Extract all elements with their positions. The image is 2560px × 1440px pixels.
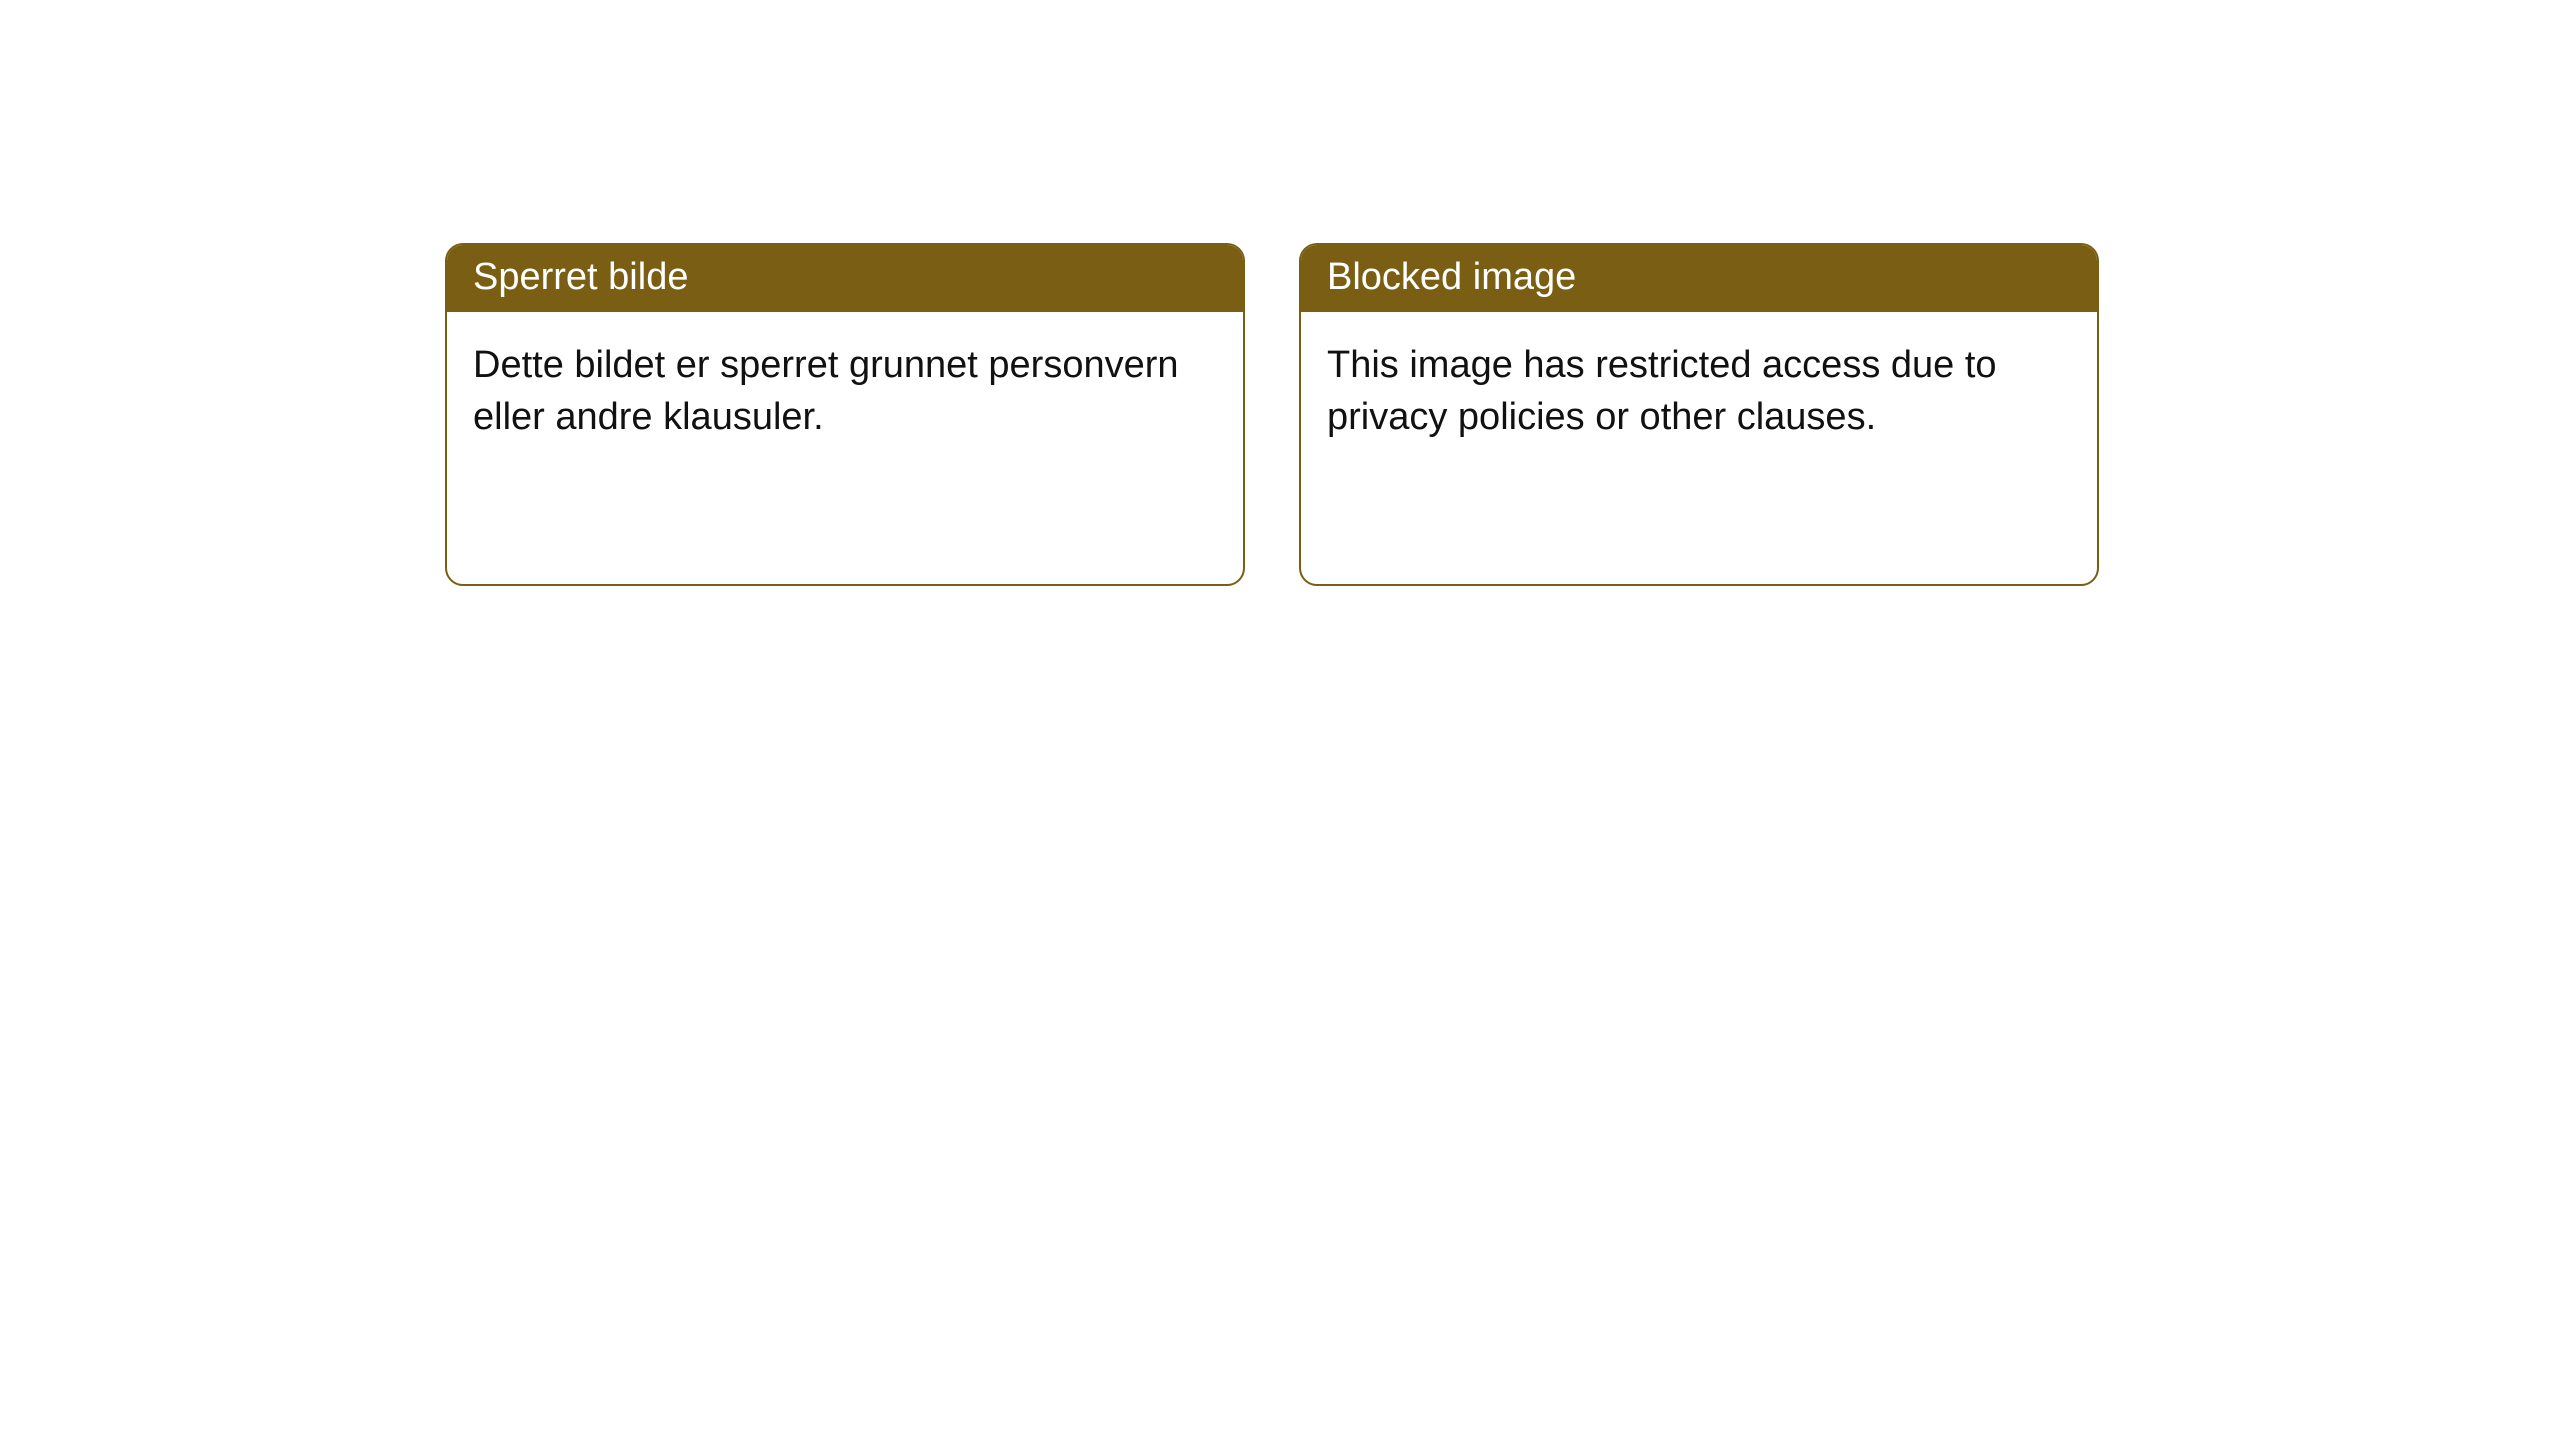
- notice-title: Sperret bilde: [447, 245, 1243, 312]
- notice-title: Blocked image: [1301, 245, 2097, 312]
- notice-card-norwegian: Sperret bilde Dette bildet er sperret gr…: [445, 243, 1245, 586]
- notice-card-english: Blocked image This image has restricted …: [1299, 243, 2099, 586]
- notice-body: Dette bildet er sperret grunnet personve…: [447, 312, 1243, 584]
- notice-container: Sperret bilde Dette bildet er sperret gr…: [0, 0, 2560, 586]
- notice-body: This image has restricted access due to …: [1301, 312, 2097, 584]
